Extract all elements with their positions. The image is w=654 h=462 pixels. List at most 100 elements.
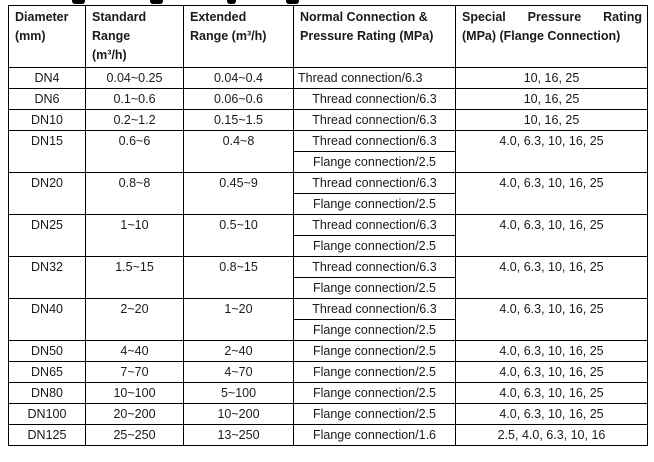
extended-range-cell: 0.4~8 xyxy=(183,130,294,173)
connection-cell: Thread connection/6.3 xyxy=(293,130,456,152)
special-rating-cell: 2.5, 4.0, 6.3, 10, 16 xyxy=(455,424,648,446)
header-line: Extended xyxy=(190,10,247,24)
connection-cell: Flange connection/2.5 xyxy=(293,319,456,341)
extended-range-cell: 0.8~15 xyxy=(183,256,294,299)
diameter-cell: DN80 xyxy=(8,382,86,404)
connection-cell: Flange connection/2.5 xyxy=(293,361,456,383)
standard-range-cell: 0.6~6 xyxy=(85,130,184,173)
column-header-diameter: Diameter (mm) xyxy=(8,5,86,68)
diameter-cell: DN50 xyxy=(8,340,86,362)
table-subrow: Flange connection/2.5 xyxy=(9,235,648,257)
diameter-cell: DN125 xyxy=(8,424,86,446)
standard-range-cell: 0.04~0.25 xyxy=(85,67,184,89)
special-rating-cell: 4.0, 6.3, 10, 16, 25 xyxy=(455,130,648,173)
standard-range-cell: 7~70 xyxy=(85,361,184,383)
special-rating-cell: 4.0, 6.3, 10, 16, 25 xyxy=(455,256,648,299)
special-rating-cell: 4.0, 6.3, 10, 16, 25 xyxy=(455,340,648,362)
diameter-cell: DN20 xyxy=(8,172,86,215)
cropped-text-fragment xyxy=(227,0,236,4)
column-header-standard: Standard Range (m³/h) xyxy=(85,5,184,68)
table-subrow: Flange connection/2.5 xyxy=(9,193,648,215)
special-rating-cell: 4.0, 6.3, 10, 16, 25 xyxy=(455,403,648,425)
connection-cell: Thread connection/6.3 xyxy=(293,256,456,278)
table-row: DN10 0.2~1.2 0.15~1.5 Thread connection/6.3… xyxy=(8,109,648,131)
extended-range-cell: 0.04~0.4 xyxy=(183,67,294,89)
cropped-text-fragment xyxy=(286,0,299,4)
special-rating-cell: 10, 16, 25 xyxy=(455,67,648,89)
connection-cell: Thread connection/6.3 xyxy=(293,88,456,110)
extended-range-cell: 0.5~10 xyxy=(183,214,294,257)
header-line: Pressure Rating (MPa) xyxy=(300,29,434,43)
diameter-cell: DN32 xyxy=(8,256,86,299)
table-row: DN80 10~100 5~100 Flange connection/2.5 4.0,… xyxy=(8,382,648,404)
standard-range-cell: 1.5~15 xyxy=(85,256,184,299)
column-header-special: Special Pressure Rating (MPa) (Flange Con… xyxy=(455,5,648,68)
connection-cell: Flange connection/2.5 xyxy=(293,151,456,173)
special-rating-cell: 4.0, 6.3, 10, 16, 25 xyxy=(455,298,648,341)
extended-range-cell: 2~40 xyxy=(183,340,294,362)
extended-range-cell: 10~200 xyxy=(183,403,294,425)
header-line: Special Pressure Rating xyxy=(462,10,642,24)
table-row: DN125 25~250 13~250 Flange connection/1.6 2.… xyxy=(8,424,648,446)
connection-cell: Flange connection/2.5 xyxy=(293,277,456,299)
header-line: (MPa) (Flange Connection) xyxy=(462,29,621,43)
column-header-normal: Normal Connection & Pressure Rating (MPa) xyxy=(293,5,456,68)
special-rating-cell: 4.0, 6.3, 10, 16, 25 xyxy=(455,361,648,383)
diameter-cell: DN40 xyxy=(8,298,86,341)
table-row: DN32 1.5~15 0.8~15 Thread connection/6.3 4.0… xyxy=(8,256,648,299)
connection-cell: Thread connection/6.3 xyxy=(293,298,456,320)
extended-range-cell: 0.45~9 xyxy=(183,172,294,215)
table-subrow: Flange connection/2.5 xyxy=(9,319,648,341)
standard-range-cell: 1~10 xyxy=(85,214,184,257)
special-rating-cell: 4.0, 6.3, 10, 16, 25 xyxy=(455,172,648,215)
header-line: Standard xyxy=(92,10,147,24)
connection-cell: Thread connection/6.3 xyxy=(293,67,456,89)
extended-range-cell: 5~100 xyxy=(183,382,294,404)
standard-range-cell: 10~100 xyxy=(85,382,184,404)
connection-cell: Flange connection/2.5 xyxy=(293,235,456,257)
cropped-text-fragment xyxy=(72,0,85,4)
diameter-cell: DN4 xyxy=(8,67,86,89)
table-row: DN6 0.1~0.6 0.06~0.6 Thread connection/6.3 1… xyxy=(8,88,648,110)
special-rating-cell: 10, 16, 25 xyxy=(455,109,648,131)
connection-cell: Flange connection/1.6 xyxy=(293,424,456,446)
standard-range-cell: 0.1~0.6 xyxy=(85,88,184,110)
standard-range-cell: 25~250 xyxy=(85,424,184,446)
extended-range-cell: 4~70 xyxy=(183,361,294,383)
special-rating-cell: 4.0, 6.3, 10, 16, 25 xyxy=(455,214,648,257)
diameter-cell: DN15 xyxy=(8,130,86,173)
standard-range-cell: 0.2~1.2 xyxy=(85,109,184,131)
diameter-cell: DN25 xyxy=(8,214,86,257)
standard-range-cell: 20~200 xyxy=(85,403,184,425)
cropped-text-fragment xyxy=(150,0,163,4)
table-row: DN50 4~40 2~40 Flange connection/2.5 4.0, 6.… xyxy=(8,340,648,362)
header-line: Range xyxy=(92,29,131,43)
table-row: DN100 20~200 10~200 Flange connection/2.5 4.… xyxy=(8,403,648,425)
diameter-cell: DN6 xyxy=(8,88,86,110)
table-row: DN25 1~10 0.5~10 Thread connection/6.3 4.0, … xyxy=(8,214,648,257)
table-row: DN65 7~70 4~70 Flange connection/2.5 4.0, 6.… xyxy=(8,361,648,383)
standard-range-cell: 0.8~8 xyxy=(85,172,184,215)
header-line: Normal Connection & xyxy=(300,10,428,24)
connection-cell: Thread connection/6.3 xyxy=(293,109,456,131)
connection-cell: Thread connection/6.3 xyxy=(293,214,456,236)
special-rating-cell: 10, 16, 25 xyxy=(455,88,648,110)
diameter-cell: DN100 xyxy=(8,403,86,425)
connection-cell: Thread connection/6.3 xyxy=(293,172,456,194)
flow-range-pressure-table: Diameter (mm) Standard Range (m³/h) Extended R… xyxy=(8,5,648,446)
header-line: (m³/h) xyxy=(92,48,127,62)
connection-cell: Flange connection/2.5 xyxy=(293,193,456,215)
header-line: (mm) xyxy=(15,29,46,43)
header-line: Diameter xyxy=(15,10,69,24)
table-row: DN40 2~20 1~20 Thread connection/6.3 4.0, 6.… xyxy=(8,298,648,341)
table-row: DN15 0.6~6 0.4~8 Thread connection/6.3 4.0, … xyxy=(8,130,648,173)
diameter-cell: DN65 xyxy=(8,361,86,383)
connection-cell: Flange connection/2.5 xyxy=(293,382,456,404)
table-header-row: Diameter (mm) Standard Range (m³/h) Extended R… xyxy=(8,5,648,68)
connection-cell: Flange connection/2.5 xyxy=(293,403,456,425)
connection-cell: Flange connection/2.5 xyxy=(293,340,456,362)
column-header-extended: Extended Range (m³/h) xyxy=(183,5,294,68)
diameter-cell: DN10 xyxy=(8,109,86,131)
table-row: DN4 0.04~0.25 0.04~0.4 Thread connection/6.… xyxy=(8,67,648,89)
extended-range-cell: 0.15~1.5 xyxy=(183,109,294,131)
